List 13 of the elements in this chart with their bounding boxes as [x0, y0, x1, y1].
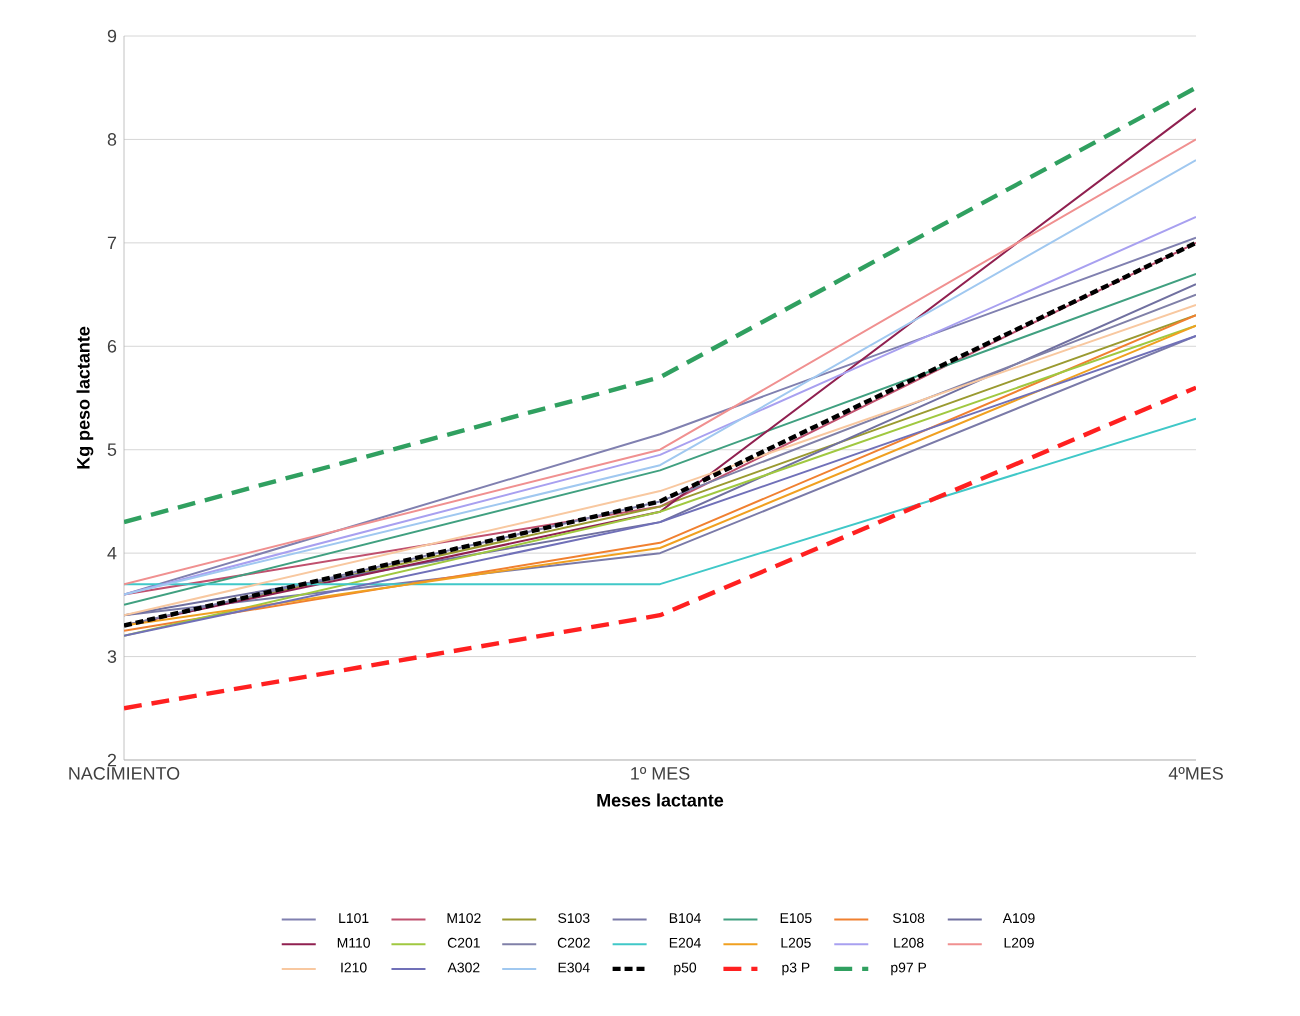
- y-tick-label: 3: [107, 650, 117, 663]
- y-tick-label: 6: [107, 339, 117, 353]
- y-tick-label: 5: [107, 443, 117, 456]
- x-tick-label: 1º MES: [631, 767, 690, 780]
- x-axis-title: Meses lactante: [597, 793, 724, 807]
- x-tick-label: NACIMIENTO: [69, 767, 180, 780]
- y-tick-label: 8: [107, 133, 117, 146]
- y-tick-label: 4: [107, 546, 117, 560]
- y-tick-label: 7: [107, 236, 117, 250]
- y-tick-label: 2: [107, 753, 117, 767]
- x-tick-label: 4ºMES: [1168, 767, 1223, 780]
- y-axis-title: Kg peso lactante: [76, 326, 94, 469]
- y-tick-label: 9: [107, 29, 117, 43]
